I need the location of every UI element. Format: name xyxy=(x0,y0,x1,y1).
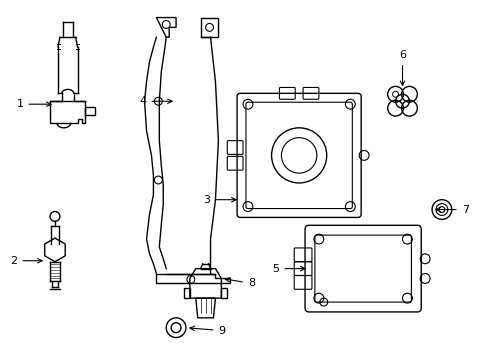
Text: 2: 2 xyxy=(10,256,42,266)
Text: 8: 8 xyxy=(225,278,255,288)
Text: 9: 9 xyxy=(189,326,225,336)
Text: 3: 3 xyxy=(203,195,236,205)
Text: 4: 4 xyxy=(139,96,172,106)
Text: 6: 6 xyxy=(398,50,405,85)
Text: 5: 5 xyxy=(272,264,305,274)
Text: 7: 7 xyxy=(435,204,468,215)
Text: 1: 1 xyxy=(17,99,51,109)
